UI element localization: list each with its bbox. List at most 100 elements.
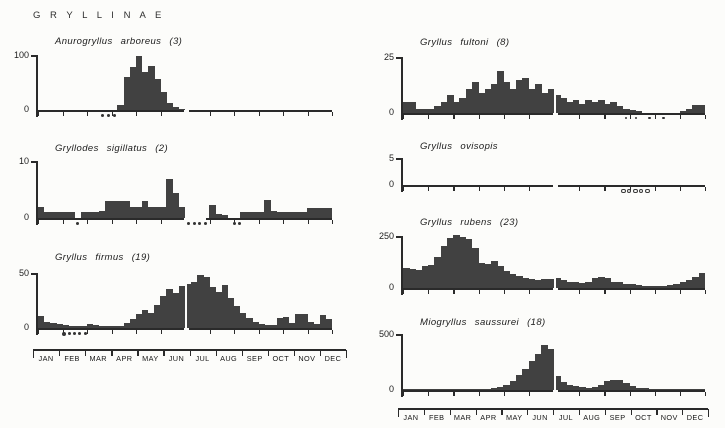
bar <box>80 325 88 328</box>
mid-year-break <box>554 331 557 390</box>
month-label: JUL <box>195 353 210 363</box>
bar <box>409 268 416 288</box>
month-label: JUN <box>168 353 185 363</box>
bar <box>325 319 333 328</box>
bar <box>635 110 643 113</box>
bar <box>135 313 143 328</box>
month-scale-tick <box>241 350 243 356</box>
bar <box>184 283 192 328</box>
dot-marker <box>192 221 196 225</box>
month-tick <box>428 391 430 396</box>
dot-marker <box>662 116 665 119</box>
bar <box>246 318 253 328</box>
bar <box>325 207 333 218</box>
bar <box>459 389 467 390</box>
month-scale-tick <box>708 409 710 417</box>
bar <box>648 388 655 390</box>
bar <box>160 206 167 218</box>
bar <box>459 237 467 288</box>
month-tick <box>403 391 405 396</box>
bar <box>172 192 180 218</box>
y-max-tick <box>396 236 402 238</box>
month-tick <box>332 329 334 334</box>
y-axis <box>36 161 38 225</box>
bar <box>43 321 51 328</box>
bar <box>135 56 143 110</box>
month-tick <box>478 186 480 191</box>
bar <box>667 389 674 390</box>
month-tick <box>403 289 405 294</box>
bar <box>141 72 149 110</box>
bar <box>522 277 530 288</box>
bar <box>68 325 75 328</box>
y-max-label: 25 <box>383 52 394 62</box>
x-axis <box>557 288 705 290</box>
bar <box>440 389 448 390</box>
x-axis <box>557 390 705 392</box>
bar <box>421 265 429 288</box>
bar <box>246 212 253 218</box>
dot-marker <box>83 331 87 335</box>
month-tick <box>38 219 40 224</box>
bar <box>111 325 118 328</box>
bar <box>239 212 247 218</box>
chart-title: Anurogryllus arboreus (3) <box>55 36 183 47</box>
y-axis <box>401 57 403 120</box>
month-scale-tick <box>111 350 113 356</box>
month-tick <box>705 391 707 396</box>
month-tick <box>283 111 285 116</box>
bar <box>478 388 486 390</box>
x-axis <box>205 218 332 220</box>
bar <box>50 322 57 328</box>
bar <box>105 201 112 218</box>
bar <box>446 95 454 113</box>
bar <box>43 212 51 218</box>
bar <box>160 295 167 328</box>
month-scale-tick <box>630 409 632 415</box>
bar <box>685 108 693 113</box>
bar <box>610 379 618 390</box>
bar <box>465 389 473 390</box>
y-axis <box>401 236 403 295</box>
bar <box>453 389 460 390</box>
bar <box>560 97 567 113</box>
month-tick <box>307 219 309 224</box>
month-tick <box>679 186 682 191</box>
mid-year-break <box>185 52 188 110</box>
bar <box>478 262 486 288</box>
bar <box>465 239 473 288</box>
month-tick <box>629 289 631 294</box>
bar <box>409 102 416 113</box>
month-tick <box>604 114 606 119</box>
bar <box>221 215 229 218</box>
month-tick <box>579 391 581 396</box>
bar <box>80 212 88 218</box>
bar <box>446 389 454 390</box>
month-scale-tick <box>319 350 322 356</box>
open-circle-marker <box>645 188 650 193</box>
open-circle-marker <box>638 188 644 193</box>
bar <box>692 276 699 288</box>
bar <box>547 88 555 113</box>
open-circle-marker <box>626 188 632 193</box>
x-axis <box>188 328 332 330</box>
bar <box>313 207 320 218</box>
dot-marker <box>68 331 71 335</box>
bar <box>160 92 167 110</box>
bar <box>685 389 693 390</box>
bar <box>307 321 314 328</box>
y-zero-label: 0 <box>23 322 29 332</box>
bar <box>465 88 473 113</box>
month-tick <box>62 111 64 116</box>
month-tick <box>428 186 430 191</box>
bar <box>654 389 662 390</box>
bar <box>604 278 611 288</box>
month-scale-tick <box>475 409 477 415</box>
month-tick <box>453 186 455 191</box>
bar <box>99 211 106 218</box>
month-tick <box>38 111 40 116</box>
mid-year-break <box>554 233 557 288</box>
bar <box>117 325 124 328</box>
month-tick <box>679 289 682 294</box>
month-label: JAN <box>403 412 419 422</box>
